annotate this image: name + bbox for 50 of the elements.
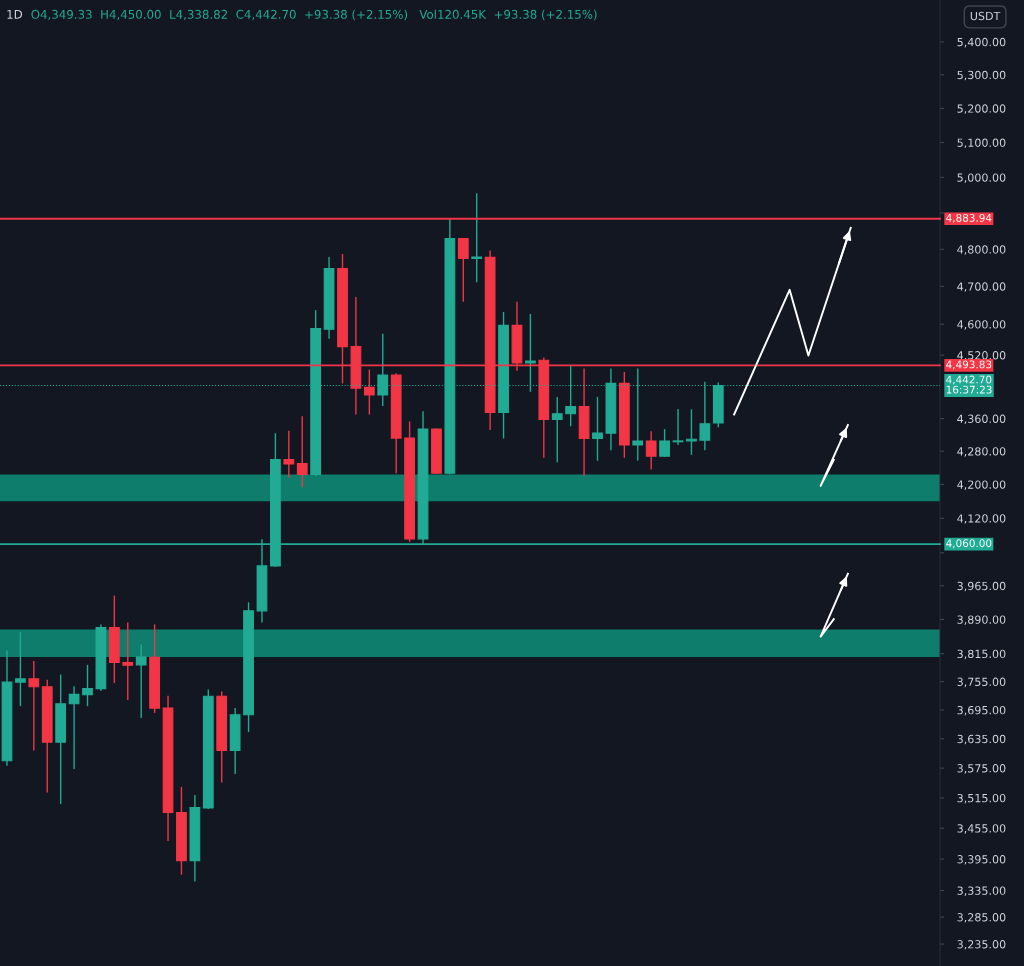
ref-line-label: 4,060.00 xyxy=(946,539,992,549)
y-tick-label: 3,515.00 xyxy=(957,793,1006,804)
y-tick-label: 5,200.00 xyxy=(957,104,1006,114)
y-tick-label: 5,300.00 xyxy=(957,70,1006,81)
y-tick-label: 3,890.00 xyxy=(957,615,1006,625)
candlestick xyxy=(686,408,697,456)
y-tick-label: 3,635.00 xyxy=(957,734,1006,745)
candlestick xyxy=(659,428,670,458)
candlestick xyxy=(363,368,375,416)
ref-line-label: 4,442.70 16:37:23 xyxy=(946,375,992,394)
y-tick-label: 3,815.00 xyxy=(957,649,1006,660)
y-tick-label: 4,700.00 xyxy=(957,282,1006,292)
y-tick-label: 3,575.00 xyxy=(957,764,1006,774)
ref-line-label: 4,493.83 xyxy=(946,360,992,370)
y-axis-title: USDT xyxy=(970,11,1001,21)
y-tick-label: 3,235.00 xyxy=(957,940,1006,950)
candlestick xyxy=(592,396,603,462)
candlestick xyxy=(296,415,308,489)
y-tick-label: 5,000.00 xyxy=(957,173,1006,183)
y-tick-label: 4,520.00 xyxy=(957,351,1006,361)
y-tick-label: 3,695.00 xyxy=(957,705,1006,716)
candlestick xyxy=(28,660,40,752)
y-tick-label: 4,280.00 xyxy=(957,447,1006,457)
y-tick-label: 5,400.00 xyxy=(957,37,1006,48)
y-tick-label: 3,965.00 xyxy=(957,581,1006,592)
y-tick-label: 3,285.00 xyxy=(957,913,1006,923)
ref-line-label: 4,883.94 xyxy=(946,213,992,223)
candlestick xyxy=(672,408,684,446)
text: 1D xyxy=(7,10,23,19)
candlestick xyxy=(457,237,469,303)
y-tick-label: 4,800.00 xyxy=(957,245,1006,255)
y-tick-label: 4,120.00 xyxy=(957,514,1006,524)
candlestick xyxy=(15,631,26,707)
candlestick xyxy=(283,430,295,479)
candlestick xyxy=(122,621,134,701)
y-tick-label: 3,395.00 xyxy=(957,855,1006,865)
y-tick-label: 3,755.00 xyxy=(957,677,1006,688)
y-tick-label: 4,200.00 xyxy=(957,480,1006,490)
candlestick xyxy=(551,396,563,464)
y-tick-label: 5,100.00 xyxy=(957,138,1006,149)
candlestick xyxy=(68,685,80,770)
candlestick xyxy=(135,643,147,719)
candlestick xyxy=(82,664,93,707)
candlestick xyxy=(645,430,657,471)
y-tick-label: 3,335.00 xyxy=(957,886,1006,896)
y-tick-label: 4,600.00 xyxy=(957,320,1006,330)
text: O4,349.33 H4,450.00 L4,338.82 C4,442.70 +93.38 (+2.15%) Vol120.45K +93.38 (+2.15%) xyxy=(31,9,597,21)
candlestick xyxy=(471,192,483,283)
y-tick-label: 3,455.00 xyxy=(957,824,1006,834)
y-tick-label: 4,360.00 xyxy=(957,414,1006,425)
